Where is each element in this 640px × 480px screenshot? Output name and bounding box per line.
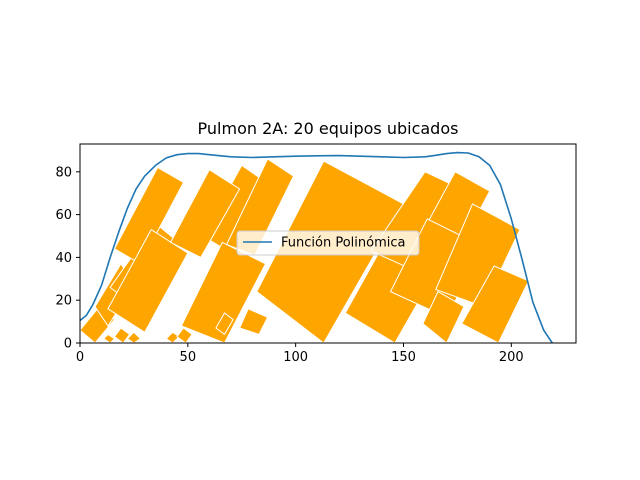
x-tick-label: 150: [391, 350, 416, 365]
equipo-8: [107, 228, 189, 334]
y-tick-label: 0: [64, 337, 72, 352]
equipo-24: [461, 265, 530, 344]
y-tick-label: 80: [55, 165, 72, 180]
equipo-15: [238, 308, 269, 336]
y-tick-label: 20: [55, 294, 72, 309]
equipo-22: [422, 290, 465, 344]
y-tick-label: 60: [55, 208, 72, 223]
x-tick-label: 100: [283, 350, 308, 365]
equipo-2: [102, 333, 116, 344]
x-tick-label: 200: [499, 350, 524, 365]
equipo-23: [435, 203, 521, 308]
y-axis: 0 20 40 60 80: [55, 165, 80, 352]
legend-label: Función Polinómica: [281, 236, 405, 251]
equipo-7: [113, 166, 185, 265]
equipo-3: [113, 327, 131, 344]
equipo-13: [180, 241, 267, 344]
axes-frame: [79, 143, 577, 344]
equipo-9: [165, 331, 180, 344]
legend-box: [236, 230, 420, 256]
series-line-1: [79, 151, 553, 344]
equipo-14: [215, 312, 234, 336]
x-tick-label: 0: [76, 350, 84, 365]
legend: Función Polinómica: [236, 230, 420, 256]
equipo-10: [176, 327, 193, 344]
equipo-4: [126, 331, 142, 344]
chart-title: Pulmon 2A: 20 equipos ubicados: [198, 119, 459, 138]
x-tick-label: 50: [180, 350, 197, 365]
y-tick-label: 40: [55, 251, 72, 266]
equipo-12: [169, 168, 241, 259]
x-axis: 0 50 100 150 200: [76, 343, 524, 365]
series-layer: [79, 151, 553, 344]
